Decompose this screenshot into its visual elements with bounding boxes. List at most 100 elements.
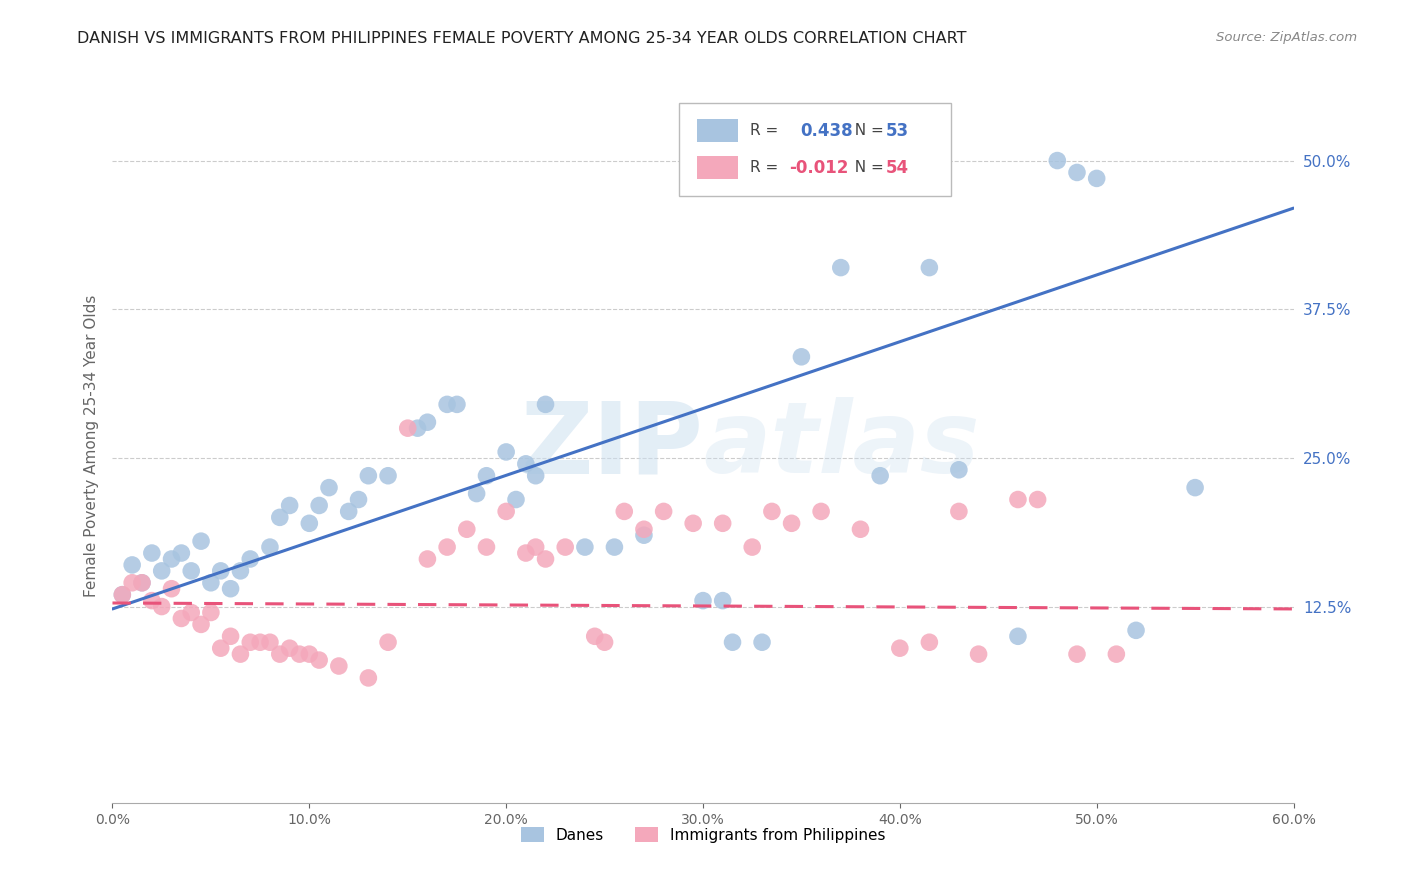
Point bbox=[406, 421, 429, 435]
Point bbox=[918, 635, 941, 649]
Point bbox=[1066, 165, 1088, 179]
Point bbox=[780, 516, 803, 531]
Point bbox=[652, 504, 675, 518]
Point bbox=[495, 504, 517, 518]
Point bbox=[170, 546, 193, 560]
Point bbox=[711, 593, 734, 607]
Point bbox=[475, 540, 498, 554]
FancyBboxPatch shape bbox=[679, 103, 950, 196]
Point bbox=[121, 575, 143, 590]
Point bbox=[308, 499, 330, 513]
Point bbox=[249, 635, 271, 649]
Point bbox=[849, 522, 872, 536]
Point bbox=[692, 593, 714, 607]
Text: R =: R = bbox=[751, 123, 789, 138]
Point bbox=[180, 606, 202, 620]
Point bbox=[436, 397, 458, 411]
Point bbox=[288, 647, 311, 661]
Point bbox=[1026, 492, 1049, 507]
Point bbox=[948, 463, 970, 477]
Point bbox=[1066, 647, 1088, 661]
Point bbox=[278, 641, 301, 656]
Point bbox=[259, 635, 281, 649]
Point bbox=[111, 588, 134, 602]
Point bbox=[377, 635, 399, 649]
FancyBboxPatch shape bbox=[697, 120, 738, 142]
Point bbox=[761, 504, 783, 518]
Point bbox=[505, 492, 527, 507]
Point bbox=[534, 552, 557, 566]
Point bbox=[150, 564, 173, 578]
Point bbox=[633, 528, 655, 542]
Point bbox=[337, 504, 360, 518]
Point bbox=[269, 510, 291, 524]
Point bbox=[869, 468, 891, 483]
Point bbox=[889, 641, 911, 656]
Text: DANISH VS IMMIGRANTS FROM PHILIPPINES FEMALE POVERTY AMONG 25-34 YEAR OLDS CORRE: DANISH VS IMMIGRANTS FROM PHILIPPINES FE… bbox=[77, 31, 967, 46]
Point bbox=[278, 499, 301, 513]
Point bbox=[200, 606, 222, 620]
Point bbox=[141, 593, 163, 607]
Point bbox=[121, 558, 143, 572]
Text: 0.438: 0.438 bbox=[800, 121, 852, 139]
Point bbox=[131, 575, 153, 590]
Text: atlas: atlas bbox=[703, 398, 980, 494]
Point bbox=[259, 540, 281, 554]
Point bbox=[229, 564, 252, 578]
Point bbox=[200, 575, 222, 590]
Point bbox=[308, 653, 330, 667]
Point bbox=[141, 546, 163, 560]
Point bbox=[741, 540, 763, 554]
Point bbox=[682, 516, 704, 531]
Point bbox=[190, 617, 212, 632]
Point bbox=[239, 552, 262, 566]
Point bbox=[416, 415, 439, 429]
Text: 53: 53 bbox=[886, 121, 910, 139]
Text: 54: 54 bbox=[886, 159, 910, 177]
Text: N =: N = bbox=[845, 123, 889, 138]
Point bbox=[190, 534, 212, 549]
Point bbox=[209, 641, 232, 656]
Point bbox=[593, 635, 616, 649]
Point bbox=[357, 671, 380, 685]
Point bbox=[446, 397, 468, 411]
Point bbox=[298, 647, 321, 661]
Point bbox=[347, 492, 370, 507]
Text: N =: N = bbox=[845, 161, 889, 175]
Point bbox=[967, 647, 990, 661]
Point bbox=[613, 504, 636, 518]
Point bbox=[534, 397, 557, 411]
Point bbox=[633, 522, 655, 536]
Point bbox=[377, 468, 399, 483]
Point bbox=[524, 540, 547, 554]
Point bbox=[298, 516, 321, 531]
Point bbox=[711, 516, 734, 531]
Legend: Danes, Immigrants from Philippines: Danes, Immigrants from Philippines bbox=[515, 821, 891, 848]
Point bbox=[1007, 629, 1029, 643]
Point bbox=[1184, 481, 1206, 495]
Point bbox=[603, 540, 626, 554]
Point bbox=[465, 486, 488, 500]
Point bbox=[328, 659, 350, 673]
Point bbox=[209, 564, 232, 578]
Point bbox=[918, 260, 941, 275]
Point bbox=[830, 260, 852, 275]
Point bbox=[318, 481, 340, 495]
Point bbox=[219, 629, 242, 643]
Point bbox=[524, 468, 547, 483]
Point bbox=[436, 540, 458, 554]
Point bbox=[219, 582, 242, 596]
Point bbox=[131, 575, 153, 590]
Y-axis label: Female Poverty Among 25-34 Year Olds: Female Poverty Among 25-34 Year Olds bbox=[83, 295, 98, 597]
Point bbox=[721, 635, 744, 649]
Point bbox=[554, 540, 576, 554]
Point bbox=[269, 647, 291, 661]
Text: ZIP: ZIP bbox=[520, 398, 703, 494]
Point bbox=[583, 629, 606, 643]
Point bbox=[751, 635, 773, 649]
Text: -0.012: -0.012 bbox=[789, 159, 849, 177]
Point bbox=[160, 552, 183, 566]
Point bbox=[229, 647, 252, 661]
Point bbox=[1007, 492, 1029, 507]
Point bbox=[1046, 153, 1069, 168]
